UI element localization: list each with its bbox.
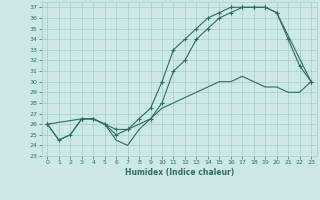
X-axis label: Humidex (Indice chaleur): Humidex (Indice chaleur) [124, 168, 234, 177]
